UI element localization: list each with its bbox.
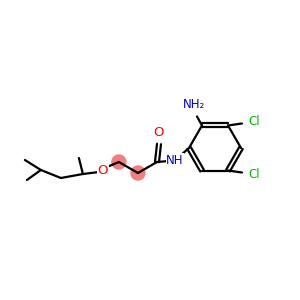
Text: NH₂: NH₂ bbox=[183, 98, 205, 112]
Circle shape bbox=[131, 166, 145, 180]
Text: NH: NH bbox=[166, 154, 184, 166]
Text: O: O bbox=[98, 164, 108, 176]
Text: Cl: Cl bbox=[248, 168, 260, 181]
Circle shape bbox=[112, 155, 126, 169]
Text: Cl: Cl bbox=[248, 115, 260, 128]
Text: O: O bbox=[154, 126, 164, 139]
